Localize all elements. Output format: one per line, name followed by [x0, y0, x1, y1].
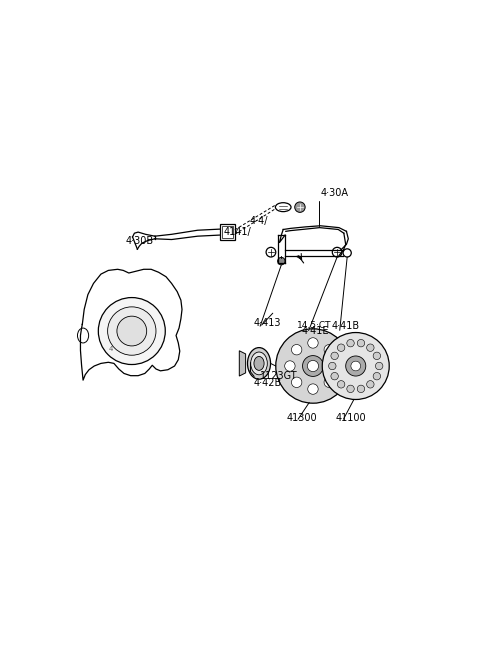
- Circle shape: [332, 247, 342, 257]
- Circle shape: [291, 377, 302, 388]
- Circle shape: [324, 344, 335, 355]
- Circle shape: [343, 249, 351, 257]
- Circle shape: [308, 338, 318, 348]
- Circle shape: [285, 361, 295, 371]
- Ellipse shape: [276, 203, 291, 212]
- Circle shape: [337, 380, 345, 388]
- Circle shape: [331, 361, 341, 371]
- Text: 14.5·CT: 14.5·CT: [297, 321, 332, 330]
- Circle shape: [346, 356, 366, 376]
- Text: 4·30A: 4·30A: [321, 188, 348, 198]
- Text: 41300: 41300: [287, 413, 318, 423]
- Ellipse shape: [254, 357, 264, 371]
- Circle shape: [308, 384, 318, 394]
- Circle shape: [276, 328, 350, 403]
- Text: 41100: 41100: [336, 413, 367, 423]
- Polygon shape: [240, 351, 246, 376]
- Circle shape: [331, 352, 338, 359]
- Text: 4·41B: 4·41B: [332, 321, 360, 331]
- Circle shape: [357, 385, 365, 393]
- Circle shape: [277, 258, 285, 265]
- Text: 4: 4: [109, 346, 113, 352]
- Circle shape: [351, 361, 360, 371]
- Circle shape: [266, 247, 276, 257]
- Text: 4·41E: 4·41E: [302, 325, 329, 336]
- Circle shape: [108, 307, 156, 355]
- Circle shape: [331, 373, 338, 380]
- Text: 4·42B: 4·42B: [253, 378, 282, 388]
- Ellipse shape: [248, 348, 271, 379]
- Circle shape: [322, 332, 389, 399]
- Circle shape: [347, 340, 354, 347]
- Text: 4·413: 4·413: [253, 318, 281, 328]
- Circle shape: [375, 362, 383, 370]
- Ellipse shape: [77, 328, 89, 343]
- Circle shape: [295, 202, 305, 212]
- Circle shape: [324, 377, 335, 388]
- Circle shape: [337, 344, 345, 351]
- Circle shape: [329, 362, 336, 370]
- Circle shape: [307, 361, 319, 372]
- Circle shape: [117, 316, 147, 346]
- Circle shape: [347, 385, 354, 393]
- Circle shape: [367, 380, 374, 388]
- Circle shape: [302, 355, 324, 376]
- Text: 4·30B: 4·30B: [125, 237, 153, 246]
- Circle shape: [291, 344, 302, 355]
- Ellipse shape: [251, 352, 267, 374]
- Bar: [220, 224, 235, 240]
- Bar: [222, 226, 233, 238]
- Circle shape: [357, 340, 365, 347]
- Circle shape: [98, 298, 165, 365]
- Text: 4141/: 4141/: [224, 227, 252, 237]
- Circle shape: [373, 352, 381, 359]
- Circle shape: [367, 344, 374, 351]
- Text: 1123GT: 1123GT: [260, 371, 298, 381]
- Text: 4·4/: 4·4/: [250, 215, 268, 226]
- Circle shape: [373, 373, 381, 380]
